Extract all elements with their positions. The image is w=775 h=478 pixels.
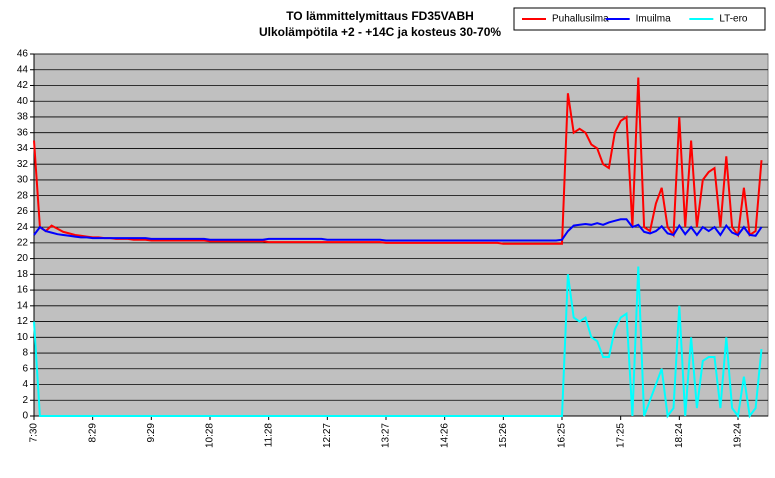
x-tick-label: 13:27 — [381, 423, 392, 448]
x-tick-label: 11:28 — [263, 423, 274, 448]
y-tick-label: 30 — [17, 175, 29, 186]
legend-box — [513, 7, 766, 31]
y-tick-label: 42 — [17, 80, 29, 91]
y-tick-label: 18 — [17, 269, 29, 280]
y-tick-label: 16 — [17, 285, 29, 296]
y-tick-label: 6 — [22, 363, 28, 374]
y-tick-label: 38 — [17, 112, 29, 123]
x-tick-label: 7:30 — [29, 423, 40, 443]
y-tick-label: 4 — [22, 379, 28, 390]
y-tick-label: 22 — [17, 238, 29, 249]
x-tick-label: 17:25 — [615, 423, 626, 448]
series-line — [33, 218, 763, 242]
y-tick-label: 2 — [22, 395, 28, 406]
y-tick-label: 34 — [17, 143, 29, 154]
y-tick-label: 40 — [17, 96, 29, 107]
series-line — [33, 77, 763, 245]
series-line — [33, 266, 763, 419]
chart-title: TO lämmittelymittaus FD35VABH — [286, 9, 474, 23]
legend-label: LT-ero — [719, 14, 748, 25]
x-tick-label: 15:26 — [498, 423, 509, 448]
x-tick-label: 8:29 — [87, 423, 98, 443]
plot-area — [33, 53, 769, 417]
y-tick-label: 32 — [17, 159, 29, 170]
y-tick-label: 24 — [17, 222, 29, 233]
x-tick-label: 12:27 — [322, 423, 333, 448]
x-tick-label: 10:28 — [205, 423, 216, 448]
x-tick-label: 14:26 — [439, 423, 450, 448]
y-tick-label: 14 — [17, 300, 29, 311]
x-tick-label: 19:24 — [733, 423, 744, 448]
y-tick-label: 36 — [17, 127, 29, 138]
y-tick-label: 12 — [17, 316, 29, 327]
legend-label: Imuilma — [636, 14, 671, 25]
y-tick-label: 10 — [17, 332, 29, 343]
y-tick-label: 8 — [22, 348, 28, 359]
x-tick-label: 18:24 — [674, 423, 685, 448]
y-tick-label: 0 — [22, 411, 28, 422]
y-tick-label: 44 — [17, 64, 29, 75]
y-tick-label: 28 — [17, 190, 29, 201]
chart-subtitle: Ulkolämpötila +2 - +14C ja kosteus 30-70… — [259, 25, 501, 39]
y-tick-label: 46 — [17, 49, 29, 60]
x-tick-label: 9:29 — [146, 423, 157, 443]
y-tick-label: 26 — [17, 206, 29, 217]
legend-label: Puhallusilma — [552, 14, 609, 25]
y-tick-label: 20 — [17, 253, 29, 264]
x-tick-label: 16:25 — [557, 423, 568, 448]
